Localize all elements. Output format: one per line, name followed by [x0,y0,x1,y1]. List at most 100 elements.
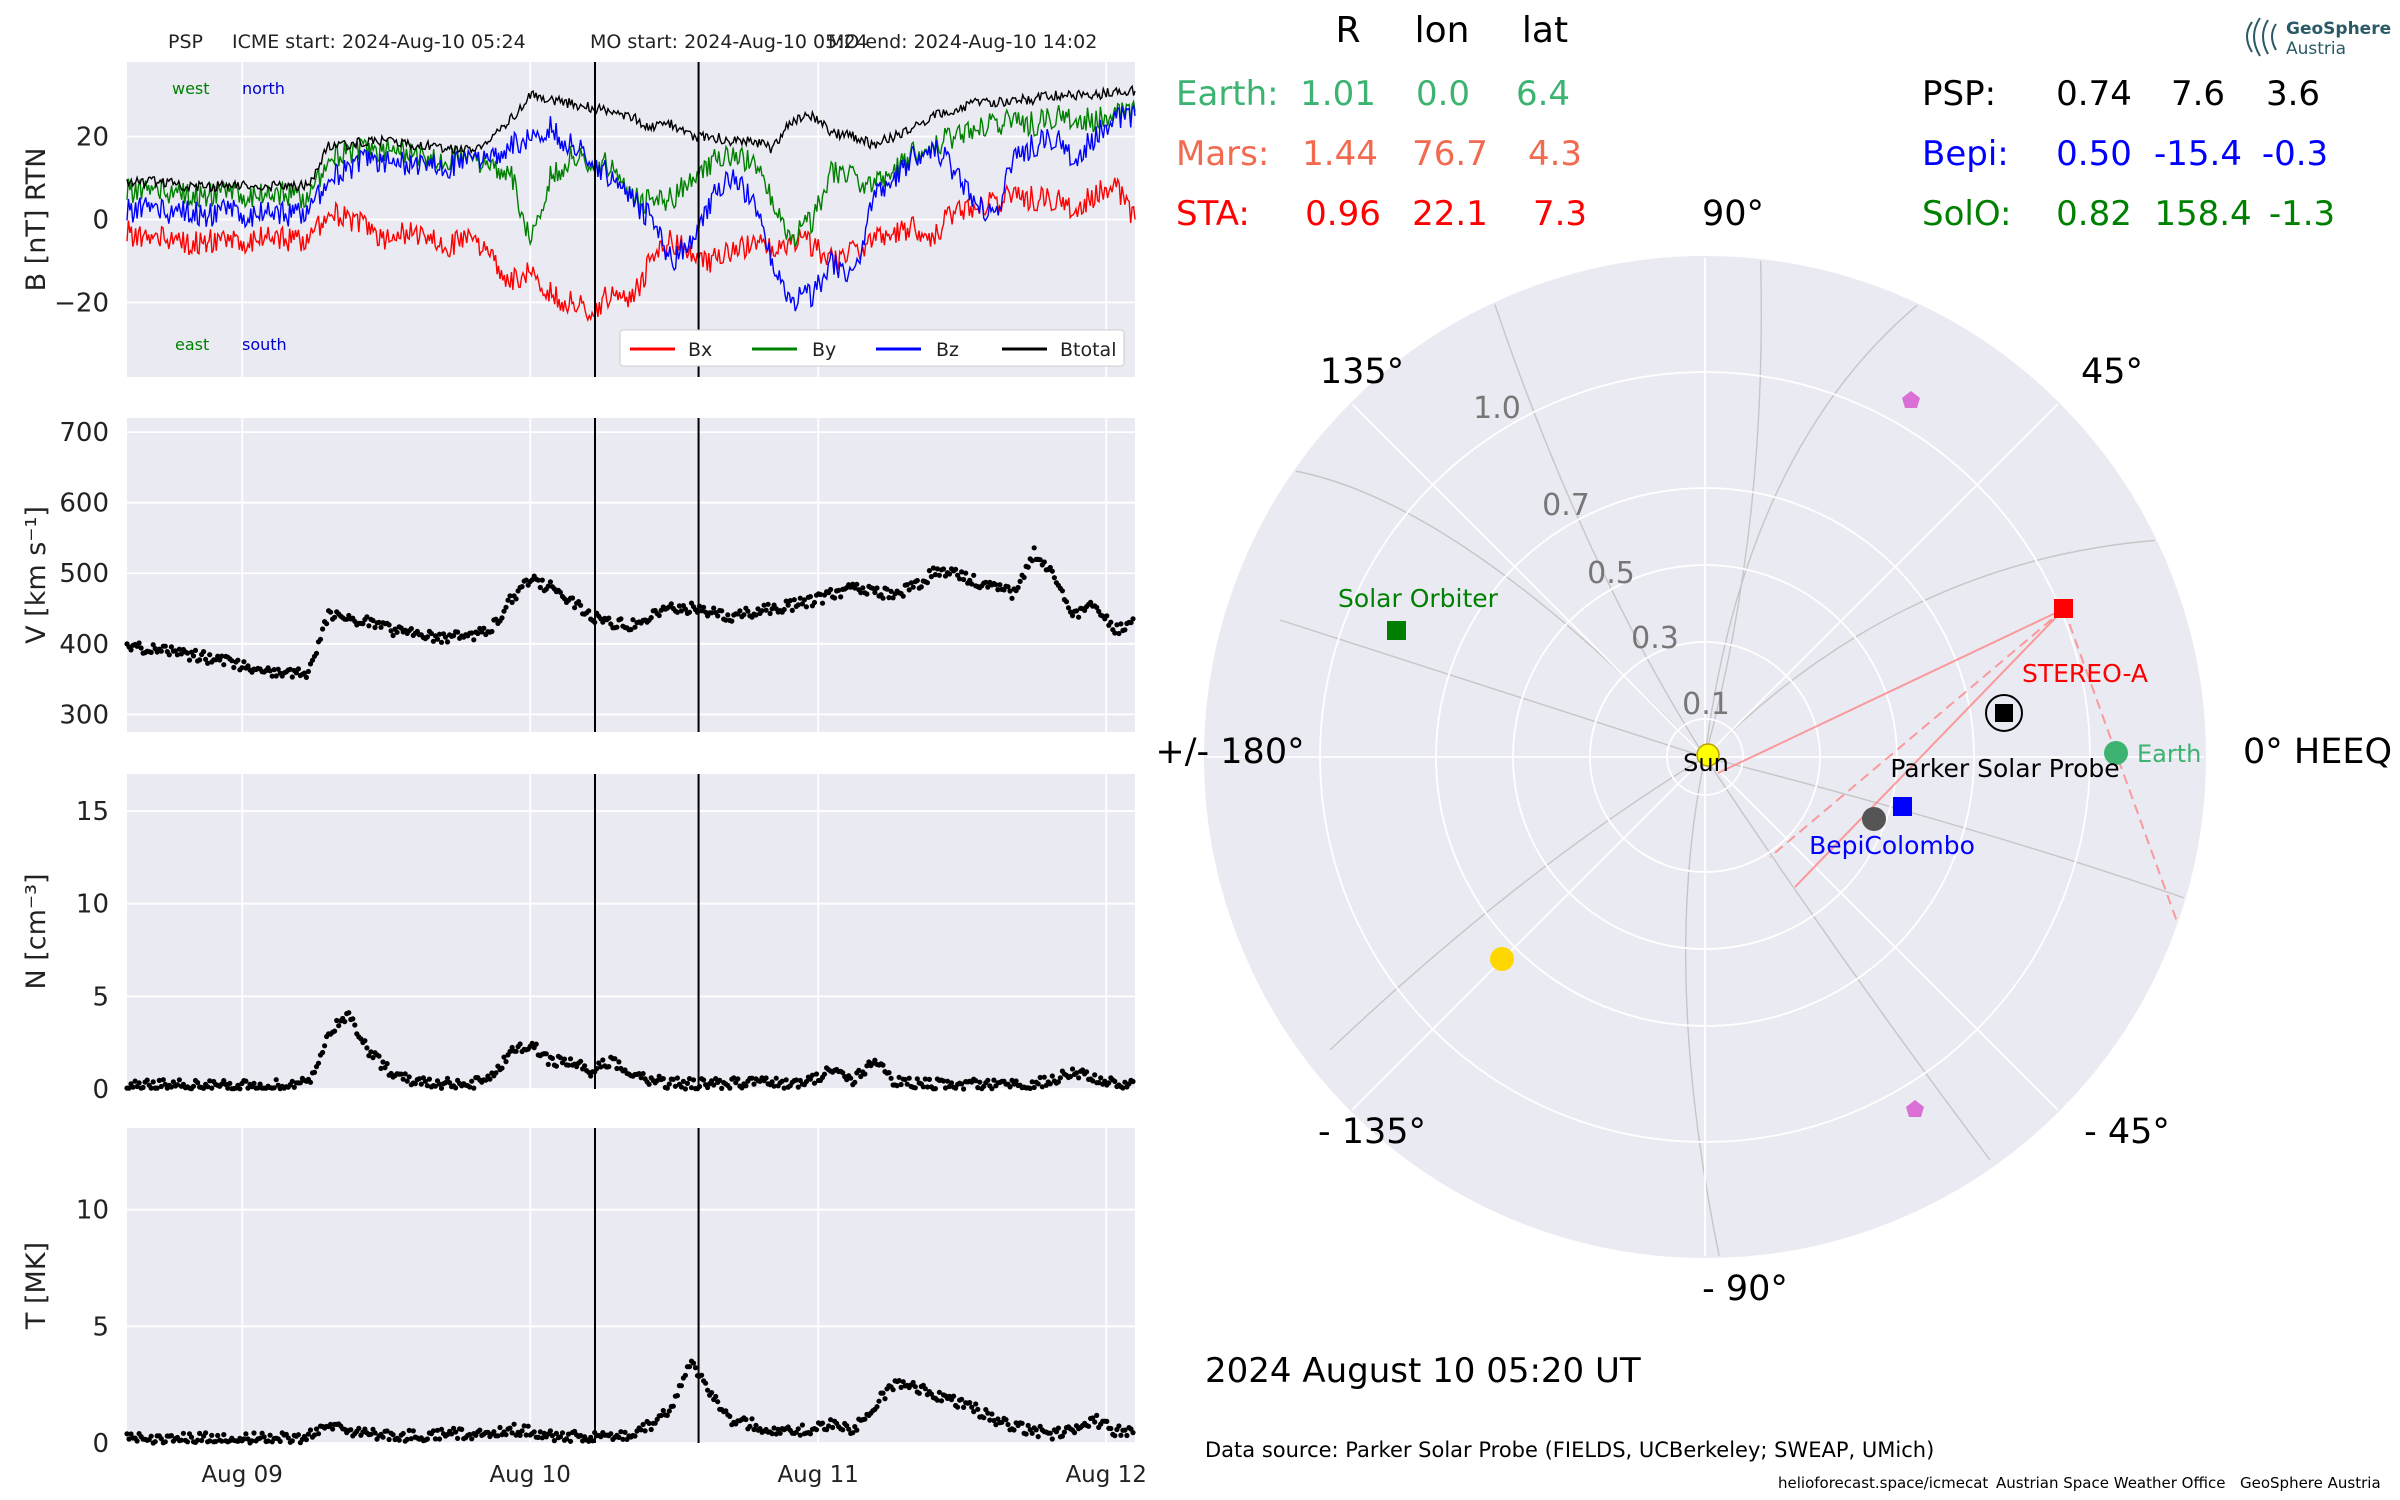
data-point [547,1428,554,1434]
data-point [553,1063,560,1069]
data-point [495,1433,501,1439]
panel-bg [127,418,1135,732]
data-point [664,1412,670,1418]
data-point [783,598,789,604]
data-point [126,1436,132,1442]
data-point [205,660,211,666]
data-point [1035,1081,1041,1087]
data-point [140,1084,146,1091]
data-point [572,605,578,611]
mars-r: 1.44 [1302,134,1378,174]
data-point [652,1420,658,1426]
data-point [739,1085,745,1091]
footer-austrian-office: Austrian Space Weather Office [1996,1474,2225,1492]
data-point [158,648,164,654]
data-point [803,604,810,610]
data-point [995,587,1001,593]
series-btotal-line [126,84,1136,193]
sta-lat: 7.3 [1533,194,1587,234]
series-v-points [124,545,1136,681]
data-point [305,668,311,675]
data-point [517,1041,523,1047]
data-point [289,674,295,680]
data-point [384,1428,390,1434]
data-point [513,596,519,602]
data-point [1108,619,1114,625]
data-point [1059,1433,1065,1439]
data-point [759,608,765,614]
data-point [364,1045,370,1051]
table-header-r: R [1335,10,1360,51]
y-tick-label: 700 [59,418,109,448]
data-point [404,1078,410,1084]
data-point [451,633,457,639]
data-point [975,1085,981,1091]
data-point [511,1421,517,1427]
data-point [854,581,860,587]
data-point [442,1080,449,1086]
data-point [291,1084,297,1090]
data-point [424,634,430,640]
sta-connection-lines [1717,608,2181,931]
data-point [1067,1073,1074,1080]
data-point [438,1426,445,1432]
data-point [745,608,751,614]
data-point [197,1430,203,1436]
data-point [201,649,207,655]
data-point [940,1078,947,1084]
y-tick-label: 500 [59,559,109,589]
data-point [549,1055,556,1061]
data-point [646,1081,652,1087]
data-point [1116,1423,1122,1429]
data-point [910,584,916,590]
data-point [549,1433,556,1439]
data-point [1049,568,1055,574]
data-point [932,1086,939,1092]
data-point [678,608,685,614]
data-point [471,637,477,643]
mercury-marker [1862,807,1886,831]
data-point [332,1028,338,1034]
data-point [658,1412,664,1419]
data-point [213,1438,219,1445]
solo-lon: 158.4 [2154,194,2251,234]
data-point [880,595,886,601]
data-point [930,565,937,571]
data-point [330,1426,336,1432]
solo-name: SolO: [1922,194,2011,234]
data-point [503,1059,509,1065]
data-point [219,653,225,659]
data-point [961,1086,967,1092]
data-point [638,1427,644,1433]
data-point [773,1431,779,1437]
data-point [900,1379,906,1385]
data-point [904,1081,910,1087]
data-point [416,1076,422,1082]
data-point [245,663,251,669]
data-point [322,1043,328,1049]
data-point [261,1434,267,1440]
data-point [507,593,513,599]
data-point [376,619,382,626]
data-point [150,642,156,648]
angle-label-m135: - 135° [1318,1112,1426,1152]
data-point [519,1428,525,1434]
bepi-lon: -15.4 [2154,134,2242,174]
data-point [751,1426,757,1433]
data-point [245,1436,251,1442]
solar-orbiter-marker [1387,621,1406,640]
data-point [134,1438,140,1444]
y-tick-label: −20 [54,288,109,318]
data-point [731,1075,737,1081]
data-point [1094,604,1100,611]
data-point [1116,630,1122,637]
footer-helioforecast: helioforecast.space/icmecat [1778,1474,1988,1492]
data-source: Data source: Parker Solar Probe (FIELDS,… [1205,1438,1934,1462]
data-point [678,1084,685,1090]
data-point [951,1393,957,1399]
earth-label: Earth [2137,740,2201,768]
data-point [699,1372,705,1378]
data-point [1112,1078,1118,1084]
data-point [1076,614,1082,620]
data-point [598,1064,604,1070]
